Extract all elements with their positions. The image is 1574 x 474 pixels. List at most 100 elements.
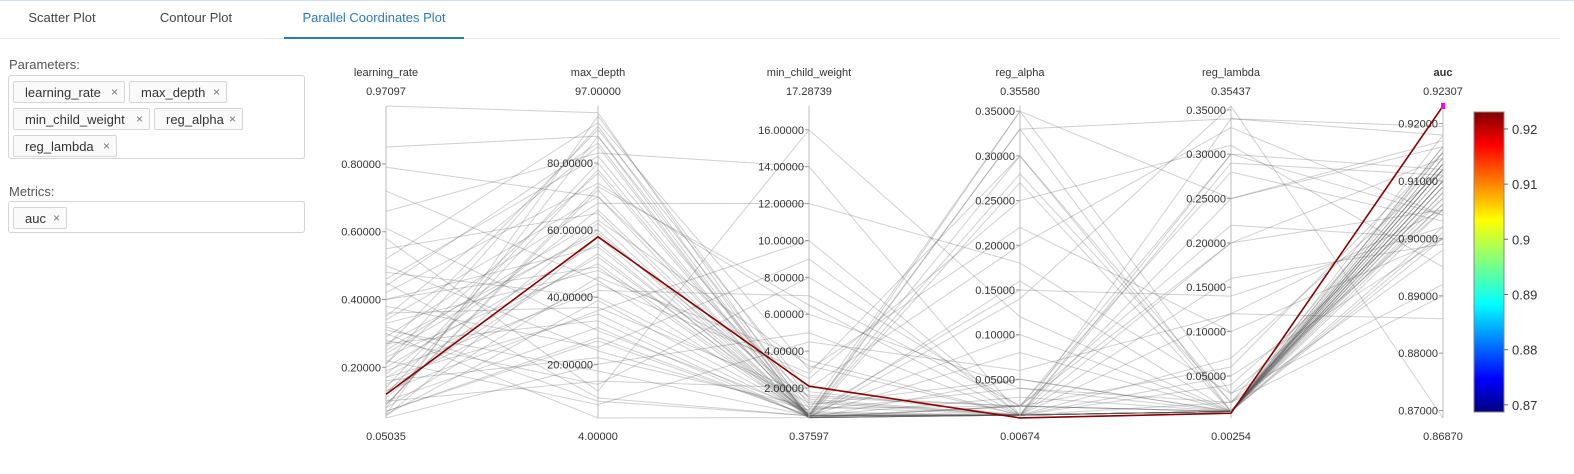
colorbar-tick-label: 0.91 [1512,177,1537,192]
axis-tick-label: 8.00000 [764,272,804,284]
highlighted-trial-polyline [385,105,1444,419]
metrics-select[interactable]: auc × [8,201,305,233]
axis-title: auc [1434,67,1453,79]
axis-tick-label: 80.00000 [547,158,593,170]
trial-line [385,129,1444,413]
axis-min-label: 0.05035 [366,431,406,443]
selected-trial-marker [1441,103,1445,109]
axis-min-label: 0.86870 [1423,431,1463,443]
axis-tick-label: 12.00000 [758,199,804,211]
trial-line [385,203,1444,411]
axis-min-label: 0.00254 [1211,431,1251,443]
trial-line [385,174,1444,419]
colorbar-tick-label: 0.89 [1512,287,1537,302]
axis-tick-label: 6.00000 [764,309,804,321]
tag-label: auc [25,211,46,226]
axis-title: max_depth [571,67,625,79]
window-top-line [0,0,1574,1]
trial-line [385,180,1444,419]
tab-parallel-coordinates-plot[interactable]: Parallel Coordinates Plot [284,0,464,39]
axis-tick-label: 0.35000 [1186,105,1226,117]
parameter-tag-learning-rate: learning_rate × [13,81,125,103]
tab-bar: Scatter Plot Contour Plot Parallel Coord… [0,0,1560,39]
axis-tick-label: 0.10000 [975,330,1015,342]
trial-line [385,239,1444,416]
trial-line [385,115,1444,416]
trial-line [385,169,1444,416]
trial-line [385,197,1444,417]
remove-tag-icon[interactable]: × [135,112,143,126]
axis-tick-label: 0.10000 [1186,327,1226,339]
trial-line [385,203,1444,417]
axes: learning_rate 0.97097 0.05035 0.20000 0.4000… [341,67,1463,443]
trial-line [385,110,1444,411]
axis-min-label: 0.00674 [1000,431,1040,443]
trial-line [385,155,1444,417]
trial-line [385,209,1444,419]
trial-line [385,226,1444,415]
axis-tick-label: 2.00000 [764,383,804,395]
axis-title: reg_alpha [996,67,1046,79]
colorbar-tick-label: 0.92 [1512,122,1537,137]
axis-min-label: 0.37597 [789,431,829,443]
trial-line [385,173,1444,417]
trial-line [385,192,1444,412]
axis-max-label: 0.97097 [366,86,406,98]
axis-title: reg_lambda [1202,67,1261,79]
remove-tag-icon[interactable]: × [212,85,220,99]
axis-tick-label: 0.15000 [975,285,1015,297]
axis-tick-label: 4.00000 [764,346,804,358]
axis-tick-label: 20.00000 [547,359,593,371]
trial-line [385,127,1444,402]
trial-line [385,105,1444,415]
trial-line [385,169,1444,417]
trial-line [385,186,1444,416]
metrics-label: Metrics: [9,184,55,199]
axis-tick-label: 0.20000 [1186,238,1226,250]
trial-line [385,142,1444,419]
tab-contour-plot[interactable]: Contour Plot [159,10,233,25]
axis-tick-label: 40.00000 [547,292,593,304]
remove-tag-icon[interactable]: × [110,85,118,99]
axis-max-label: 17.28739 [786,86,832,98]
remove-tag-icon[interactable]: × [228,112,236,126]
axis-max-label: 0.35580 [1000,86,1040,98]
axis-tick-label: 0.30000 [975,151,1015,163]
remove-tag-icon[interactable]: × [102,139,110,153]
trial-line [385,105,1444,419]
trial-lines [385,105,1444,419]
trial-line [385,155,1444,413]
tag-label: reg_lambda [25,139,94,154]
trial-line [385,180,1444,412]
trial-line [385,155,1444,409]
trial-line [385,135,1444,412]
trial-line [385,180,1444,416]
trial-line [385,163,1444,418]
trial-line [385,174,1444,415]
parameters-label: Parameters: [9,57,80,72]
parameter-tag-min-child-weight: min_child_weight × [13,108,150,130]
axis-min-label: 4.00000 [578,431,618,443]
remove-tag-icon[interactable]: × [52,211,60,225]
parameter-tag-reg-lambda: reg_lambda × [13,135,117,157]
trial-line [385,118,1444,416]
tag-label: reg_alpha [166,112,224,127]
trial-line [385,135,1444,419]
trial-line [385,163,1444,417]
colorbar-gradient [1473,111,1505,413]
trial-line [385,145,1444,419]
trial-line [385,192,1444,416]
trial-line [385,169,1444,417]
axis-tick-label: 0.40000 [341,295,381,307]
trial-line [385,125,1444,417]
tab-scatter-plot[interactable]: Scatter Plot [28,10,96,25]
colorbar-tick-label: 0.9 [1512,232,1530,247]
axis-tick-label: 0.92000 [1398,119,1438,131]
trial-line [385,151,1444,417]
axis-tick-label: 0.88000 [1398,348,1438,360]
axis-tick-label: 0.20000 [341,362,381,374]
parameters-select[interactable]: learning_rate × max_depth × min_child_we… [8,75,305,159]
trial-line [385,226,1444,412]
axis-tick-label: 0.35000 [975,106,1015,118]
